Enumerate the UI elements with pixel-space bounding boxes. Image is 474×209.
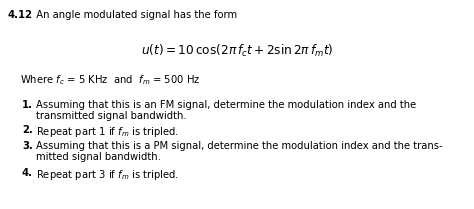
Text: Repeat part 3 if $f_m$ is tripled.: Repeat part 3 if $f_m$ is tripled.	[36, 168, 179, 182]
Text: 4.: 4.	[22, 168, 33, 178]
Text: Where $f_c$ = 5 KHz  and  $f_m$ = 500 Hz: Where $f_c$ = 5 KHz and $f_m$ = 500 Hz	[20, 73, 201, 87]
Text: Repeat part 1 if $f_m$ is tripled.: Repeat part 1 if $f_m$ is tripled.	[36, 125, 179, 139]
Text: 4.12: 4.12	[7, 10, 32, 20]
Text: transmitted signal bandwidth.: transmitted signal bandwidth.	[36, 111, 187, 121]
Text: An angle modulated signal has the form: An angle modulated signal has the form	[30, 10, 237, 20]
Text: 3.: 3.	[22, 141, 33, 151]
Text: 2.: 2.	[22, 125, 33, 135]
Text: Assuming that this is a PM signal, determine the modulation index and the trans-: Assuming that this is a PM signal, deter…	[36, 141, 443, 151]
Text: Assuming that this is an FM signal, determine the modulation index and the: Assuming that this is an FM signal, dete…	[36, 100, 416, 110]
Text: mitted signal bandwidth.: mitted signal bandwidth.	[36, 152, 161, 162]
Text: $u(t) = 10\,\cos(2\pi\, f_c t + 2 \sin 2\pi\, f_m t)$: $u(t) = 10\,\cos(2\pi\, f_c t + 2 \sin 2…	[141, 43, 333, 59]
Text: 1.: 1.	[22, 100, 33, 110]
